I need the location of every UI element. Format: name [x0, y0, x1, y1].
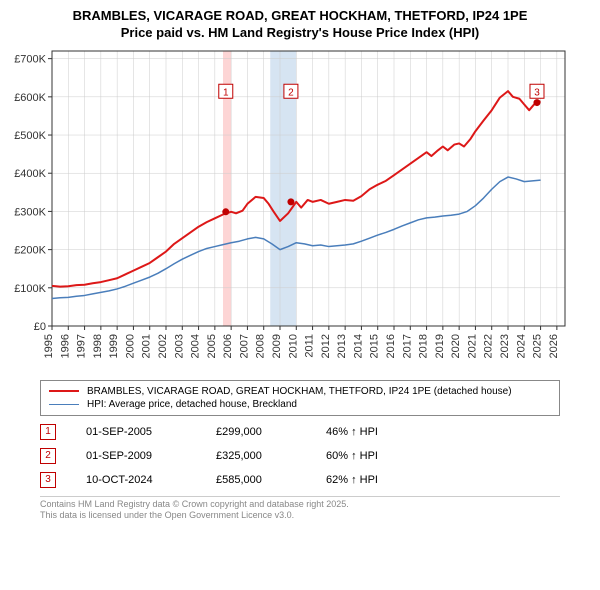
- svg-text:1996: 1996: [59, 334, 71, 358]
- chart-title: BRAMBLES, VICARAGE ROAD, GREAT HOCKHAM, …: [10, 8, 590, 42]
- svg-text:1998: 1998: [92, 334, 104, 358]
- svg-text:2019: 2019: [434, 334, 446, 358]
- svg-text:2002: 2002: [157, 334, 169, 358]
- svg-text:2012: 2012: [320, 334, 332, 358]
- chart-plot: £0 £100K £200K £300K £400K £500K £600K £700K 199…: [10, 46, 590, 376]
- annotation-marker: 1: [40, 424, 56, 440]
- svg-text:£100K: £100K: [14, 283, 46, 295]
- svg-text:2003: 2003: [173, 334, 185, 358]
- svg-text:2008: 2008: [255, 334, 267, 358]
- svg-text:2021: 2021: [466, 334, 478, 358]
- annotation-marker: 3: [40, 472, 56, 488]
- chart-svg: £0 £100K £200K £300K £400K £500K £600K £700K 199…: [10, 46, 570, 376]
- annotation-price: £585,000: [216, 474, 296, 486]
- svg-text:2005: 2005: [206, 334, 218, 358]
- svg-text:£600K: £600K: [14, 92, 46, 104]
- svg-text:1999: 1999: [108, 334, 120, 358]
- annotation-delta: 46% ↑ HPI: [326, 426, 378, 438]
- svg-text:2004: 2004: [190, 334, 202, 358]
- legend-label: BRAMBLES, VICARAGE ROAD, GREAT HOCKHAM, …: [87, 386, 512, 397]
- svg-text:£500K: £500K: [14, 130, 46, 142]
- annotation-date: 01-SEP-2009: [86, 450, 186, 462]
- svg-text:1997: 1997: [76, 334, 88, 358]
- legend-swatch: [49, 390, 79, 392]
- title-line-1: BRAMBLES, VICARAGE ROAD, GREAT HOCKHAM, …: [73, 8, 528, 23]
- svg-text:2023: 2023: [499, 334, 511, 358]
- svg-text:2000: 2000: [124, 334, 136, 358]
- annotation-row: 3 10-OCT-2024 £585,000 62% ↑ HPI: [40, 468, 560, 492]
- footer-line-1: Contains HM Land Registry data © Crown c…: [40, 499, 349, 509]
- svg-text:2024: 2024: [515, 334, 527, 358]
- svg-text:2018: 2018: [418, 334, 430, 358]
- svg-text:2001: 2001: [141, 334, 153, 358]
- svg-text:£300K: £300K: [14, 206, 46, 218]
- svg-text:2011: 2011: [304, 334, 316, 358]
- annotation-marker: 2: [40, 448, 56, 464]
- chart-container: BRAMBLES, VICARAGE ROAD, GREAT HOCKHAM, …: [0, 0, 600, 534]
- svg-text:2026: 2026: [548, 334, 560, 358]
- title-line-2: Price paid vs. HM Land Registry's House …: [121, 25, 480, 40]
- svg-text:1995: 1995: [43, 334, 55, 358]
- legend-box: BRAMBLES, VICARAGE ROAD, GREAT HOCKHAM, …: [40, 380, 560, 416]
- legend-row: BRAMBLES, VICARAGE ROAD, GREAT HOCKHAM, …: [49, 385, 551, 398]
- svg-text:2006: 2006: [222, 334, 234, 358]
- svg-text:2013: 2013: [336, 334, 348, 358]
- footer-attribution: Contains HM Land Registry data © Crown c…: [40, 496, 560, 522]
- svg-text:2009: 2009: [271, 334, 283, 358]
- annotation-price: £325,000: [216, 450, 296, 462]
- svg-text:3: 3: [534, 87, 540, 98]
- svg-text:2010: 2010: [287, 334, 299, 358]
- annotation-row: 1 01-SEP-2005 £299,000 46% ↑ HPI: [40, 420, 560, 444]
- svg-text:2: 2: [288, 87, 294, 98]
- annotation-delta: 60% ↑ HPI: [326, 450, 378, 462]
- svg-text:1: 1: [223, 87, 229, 98]
- svg-text:2025: 2025: [532, 334, 544, 358]
- annotation-date: 10-OCT-2024: [86, 474, 186, 486]
- annotation-delta: 62% ↑ HPI: [326, 474, 378, 486]
- annotation-row: 2 01-SEP-2009 £325,000 60% ↑ HPI: [40, 444, 560, 468]
- footer-line-2: This data is licensed under the Open Gov…: [40, 510, 294, 520]
- svg-text:2007: 2007: [238, 334, 250, 358]
- svg-text:2020: 2020: [450, 334, 462, 358]
- svg-text:£0: £0: [34, 321, 46, 333]
- svg-text:£200K: £200K: [14, 244, 46, 256]
- legend-swatch: [49, 404, 79, 406]
- svg-text:2014: 2014: [352, 334, 364, 358]
- legend-row: HPI: Average price, detached house, Brec…: [49, 398, 551, 411]
- svg-text:£400K: £400K: [14, 168, 46, 180]
- svg-text:2016: 2016: [385, 334, 397, 358]
- annotation-price: £299,000: [216, 426, 296, 438]
- svg-text:2022: 2022: [483, 334, 495, 358]
- svg-text:2017: 2017: [401, 334, 413, 358]
- svg-text:2015: 2015: [369, 334, 381, 358]
- annotation-table: 1 01-SEP-2005 £299,000 46% ↑ HPI 2 01-SEP-200…: [40, 420, 560, 492]
- annotation-date: 01-SEP-2005: [86, 426, 186, 438]
- svg-text:£700K: £700K: [14, 53, 46, 65]
- legend-label: HPI: Average price, detached house, Brec…: [87, 399, 297, 410]
